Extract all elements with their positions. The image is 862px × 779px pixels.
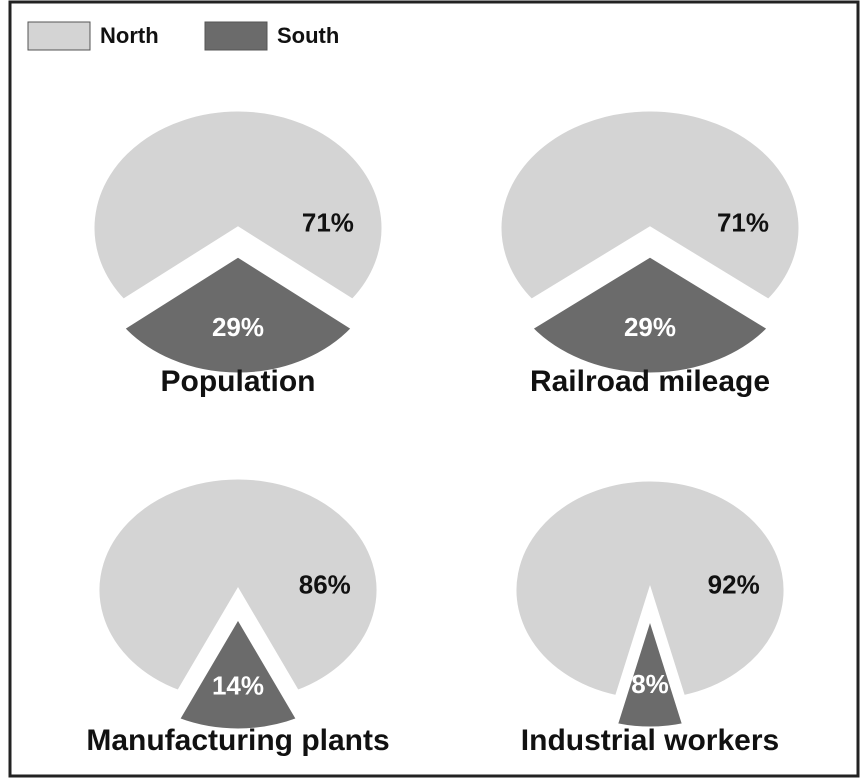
value-label: 8% [631, 669, 669, 699]
value-label: 86% [299, 570, 351, 600]
pie-slice [96, 476, 380, 694]
chart-title: Population [161, 365, 316, 398]
legend-swatch [27, 21, 91, 51]
pie-slice [614, 613, 686, 730]
chart-title: Industrial workers [521, 724, 779, 757]
pie-slice [91, 108, 385, 303]
pie-slice [513, 478, 787, 699]
value-label: 71% [302, 207, 354, 237]
legend-label: South [277, 23, 339, 48]
pie-slice [529, 254, 771, 376]
value-label: 92% [708, 570, 760, 600]
legend-label: North [100, 23, 159, 48]
pie-slice [121, 254, 355, 376]
value-label: 71% [717, 207, 769, 237]
value-label: 29% [212, 312, 264, 342]
pie-slice [176, 615, 300, 732]
value-label: 14% [212, 670, 264, 700]
legend-swatch [204, 21, 268, 51]
chart-title: Railroad mileage [530, 365, 770, 398]
value-label: 29% [624, 312, 676, 342]
chart-title: Manufacturing plants [86, 724, 389, 757]
pie-slice [498, 108, 802, 303]
